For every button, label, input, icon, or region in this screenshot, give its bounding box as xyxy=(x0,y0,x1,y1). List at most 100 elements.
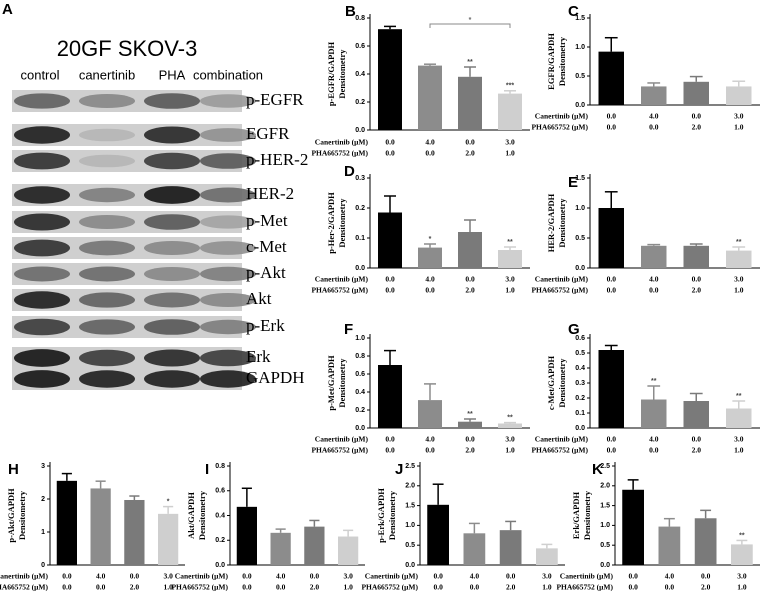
panel-label: C xyxy=(568,3,579,20)
y-tick-label: 0.3 xyxy=(355,175,365,182)
protein-label: Akt xyxy=(246,289,272,308)
condition-value: 0.0 xyxy=(130,572,140,581)
bar xyxy=(378,212,402,268)
protein-label: Erk xyxy=(246,347,271,366)
bar xyxy=(683,401,709,428)
y-tick-label: 0.1 xyxy=(355,235,365,242)
bar xyxy=(731,544,753,565)
y-tick-label: 0.0 xyxy=(355,127,365,134)
bar xyxy=(641,245,667,268)
y-axis-label: Erk/GAPDH xyxy=(571,492,581,540)
y-axis-label: p-Akt/GAPDH xyxy=(6,488,16,543)
condition-value: 0.0 xyxy=(607,446,617,455)
significance-mark: *** xyxy=(506,83,514,90)
panel-label: A xyxy=(2,1,13,18)
blot-band xyxy=(79,240,135,256)
y-tick-label: 2.0 xyxy=(600,483,610,490)
condition-value: 0.0 xyxy=(649,286,659,295)
condition-value: 3.0 xyxy=(737,572,747,581)
y-tick-label: 1.0 xyxy=(405,522,415,529)
condition-name: Canertinib (μM) xyxy=(0,572,49,581)
significance-mark: * xyxy=(429,236,432,243)
y-tick-label: 0.8 xyxy=(355,15,365,22)
lane-label: canertinib xyxy=(79,67,135,82)
condition-value: 0.0 xyxy=(242,572,252,581)
condition-name: PHA665752 (μM) xyxy=(531,446,588,455)
bracket xyxy=(429,23,511,28)
y-tick-label: 0.0 xyxy=(355,265,365,272)
y-axis-label: Densitometry xyxy=(337,49,347,99)
bar xyxy=(124,499,145,565)
blot-band xyxy=(14,370,70,388)
blot-band xyxy=(200,266,256,282)
condition-value: 0.0 xyxy=(506,572,516,581)
condition-value: 0.0 xyxy=(385,149,395,158)
y-axis-label: Densitometry xyxy=(337,198,347,248)
bar xyxy=(158,513,179,565)
blot-band xyxy=(14,186,70,204)
blot-band xyxy=(79,93,135,109)
y-tick-label: 2.0 xyxy=(405,483,415,490)
condition-value: 1.0 xyxy=(734,446,744,455)
y-axis-label: Densitometry xyxy=(197,490,207,540)
condition-value: 2.0 xyxy=(465,446,475,455)
condition-value: 0.0 xyxy=(701,572,711,581)
condition-value: 2.0 xyxy=(692,123,702,132)
condition-value: 0.0 xyxy=(425,286,435,295)
significance-mark: ** xyxy=(467,411,473,418)
bar xyxy=(378,29,402,131)
y-tick-label: 3 xyxy=(41,463,45,470)
panel-label: G xyxy=(568,321,580,338)
y-axis-label: Densitometry xyxy=(387,490,397,540)
panel-label: K xyxy=(592,461,603,478)
blot-band xyxy=(144,266,200,282)
bar xyxy=(304,526,325,565)
condition-name: PHA665752 (μM) xyxy=(556,583,613,592)
y-tick-label: 0.5 xyxy=(575,73,585,80)
condition-name: Canertinib (μM) xyxy=(315,138,369,147)
y-axis-label: HER-2/GAPDH xyxy=(546,193,556,252)
y-tick-label: 0.0 xyxy=(355,425,365,432)
blot-band xyxy=(144,370,200,388)
blot-band xyxy=(14,318,70,336)
blot-band xyxy=(144,126,200,144)
condition-value: 3.0 xyxy=(734,275,744,284)
blot-band xyxy=(14,239,70,257)
blot-band xyxy=(200,349,256,367)
condition-value: 3.0 xyxy=(343,572,353,581)
condition-value: 4.0 xyxy=(649,275,659,284)
significance-mark: ** xyxy=(507,414,513,421)
condition-value: 4.0 xyxy=(649,435,659,444)
bar xyxy=(658,526,681,565)
y-tick-label: 1.0 xyxy=(575,44,585,51)
y-axis-label: Densitometry xyxy=(557,198,567,248)
blot-band xyxy=(200,187,256,203)
bar xyxy=(498,250,522,268)
protein-label: p-Met xyxy=(246,211,288,230)
blot-band xyxy=(14,266,70,282)
condition-value: 0.0 xyxy=(628,583,638,592)
blot-band xyxy=(144,292,200,308)
y-tick-label: 0.2 xyxy=(355,407,365,414)
condition-value: 3.0 xyxy=(734,435,744,444)
blot-band xyxy=(200,241,256,255)
y-axis-label: Densitometry xyxy=(582,490,592,540)
y-tick-label: 0.1 xyxy=(575,410,585,417)
y-tick-label: 0.2 xyxy=(575,395,585,402)
blot-band xyxy=(200,94,256,108)
condition-value: 0.0 xyxy=(425,149,435,158)
panel-label: B xyxy=(345,3,356,20)
condition-value: 0.0 xyxy=(242,583,252,592)
condition-value: 1.0 xyxy=(737,583,747,592)
blot-band xyxy=(200,215,256,229)
y-tick-label: 0.0 xyxy=(215,562,225,569)
blot-band xyxy=(144,240,200,256)
condition-value: 0.0 xyxy=(628,572,638,581)
condition-value: 3.0 xyxy=(163,572,173,581)
bar xyxy=(236,506,257,565)
condition-value: 0.0 xyxy=(607,112,617,121)
condition-name: Canertinib (μM) xyxy=(175,572,229,581)
y-tick-label: 0.2 xyxy=(215,537,225,544)
bar xyxy=(338,536,359,565)
condition-value: 0.0 xyxy=(692,275,702,284)
